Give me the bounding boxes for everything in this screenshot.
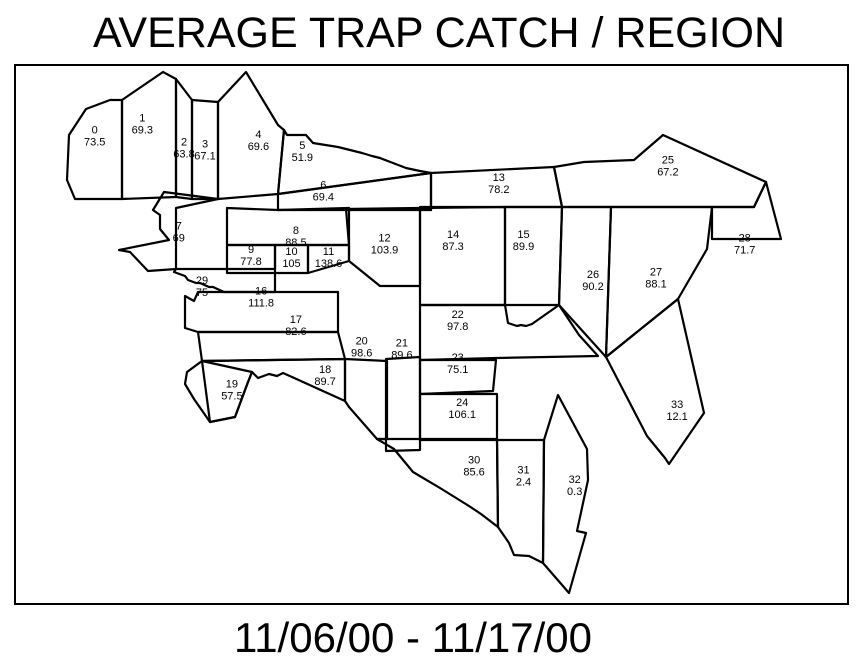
svg-text:88.1: 88.1 xyxy=(645,278,666,290)
svg-text:4: 4 xyxy=(255,129,261,141)
svg-text:75.1: 75.1 xyxy=(447,364,468,376)
svg-text:69.4: 69.4 xyxy=(313,191,334,203)
svg-text:67.1: 67.1 xyxy=(194,150,215,162)
svg-text:77.8: 77.8 xyxy=(240,256,261,268)
svg-text:13: 13 xyxy=(493,172,505,184)
svg-text:82.6: 82.6 xyxy=(285,326,306,338)
svg-text:7: 7 xyxy=(176,221,182,233)
svg-text:21: 21 xyxy=(396,338,408,350)
svg-text:6: 6 xyxy=(320,179,326,191)
svg-text:28: 28 xyxy=(739,232,751,244)
svg-text:30: 30 xyxy=(468,455,480,467)
svg-text:16: 16 xyxy=(255,286,267,298)
svg-text:18: 18 xyxy=(319,364,331,376)
svg-text:89.9: 89.9 xyxy=(513,241,534,253)
svg-text:14: 14 xyxy=(447,229,459,241)
svg-text:0: 0 xyxy=(92,125,98,137)
svg-text:1: 1 xyxy=(139,113,145,125)
svg-text:20: 20 xyxy=(356,336,368,348)
svg-text:51.9: 51.9 xyxy=(292,152,313,164)
svg-text:106.1: 106.1 xyxy=(448,409,476,421)
svg-text:12: 12 xyxy=(378,232,390,244)
svg-text:105: 105 xyxy=(282,258,300,270)
svg-text:9: 9 xyxy=(248,244,254,256)
svg-text:63.8: 63.8 xyxy=(173,148,194,160)
svg-text:138.6: 138.6 xyxy=(315,258,343,270)
svg-text:5: 5 xyxy=(299,140,305,152)
svg-text:67.2: 67.2 xyxy=(657,167,678,179)
svg-text:2.4: 2.4 xyxy=(516,477,531,489)
svg-text:12.1: 12.1 xyxy=(666,411,687,423)
svg-text:3: 3 xyxy=(202,138,208,150)
svg-text:10: 10 xyxy=(285,246,297,258)
svg-text:25: 25 xyxy=(662,155,674,167)
svg-text:89.7: 89.7 xyxy=(314,376,335,388)
svg-text:71.7: 71.7 xyxy=(734,244,755,256)
svg-text:17: 17 xyxy=(290,314,302,326)
svg-text:29: 29 xyxy=(196,275,208,287)
svg-text:0.3: 0.3 xyxy=(567,486,582,498)
svg-text:22: 22 xyxy=(452,309,464,321)
svg-text:97.8: 97.8 xyxy=(447,321,468,333)
svg-text:85.6: 85.6 xyxy=(463,467,484,479)
svg-text:32: 32 xyxy=(569,474,581,486)
svg-text:78.2: 78.2 xyxy=(488,184,509,196)
svg-text:19: 19 xyxy=(226,379,238,391)
svg-text:111.8: 111.8 xyxy=(248,298,274,310)
svg-text:69.6: 69.6 xyxy=(248,141,269,153)
svg-text:57.5: 57.5 xyxy=(221,391,242,403)
svg-text:90.2: 90.2 xyxy=(582,281,603,293)
svg-text:89.6: 89.6 xyxy=(391,350,412,362)
svg-text:24: 24 xyxy=(456,397,468,409)
svg-text:11: 11 xyxy=(323,246,334,258)
svg-text:31: 31 xyxy=(517,465,529,477)
svg-text:23: 23 xyxy=(452,352,464,364)
svg-text:103.9: 103.9 xyxy=(371,244,399,256)
svg-text:2: 2 xyxy=(181,136,187,148)
svg-text:26: 26 xyxy=(587,269,599,281)
svg-text:73.5: 73.5 xyxy=(84,137,105,149)
svg-text:33: 33 xyxy=(671,399,683,411)
svg-text:87.3: 87.3 xyxy=(442,241,463,253)
svg-text:8: 8 xyxy=(293,225,299,237)
svg-text:27: 27 xyxy=(650,266,662,278)
svg-text:75: 75 xyxy=(196,287,208,299)
svg-text:15: 15 xyxy=(517,229,529,241)
svg-text:69: 69 xyxy=(173,233,185,245)
svg-text:69.3: 69.3 xyxy=(132,125,153,137)
svg-text:98.6: 98.6 xyxy=(351,348,372,360)
